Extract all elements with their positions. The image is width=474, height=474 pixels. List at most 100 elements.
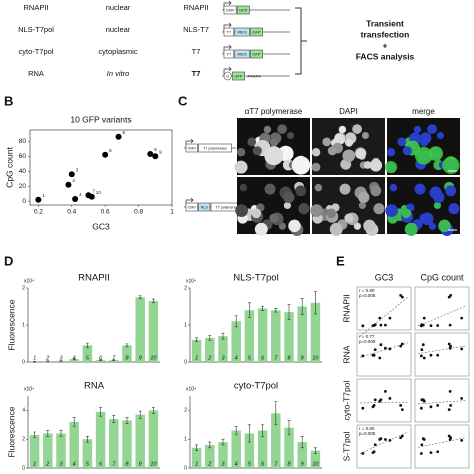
chart-title: RNA [84, 381, 105, 392]
point [448, 323, 452, 327]
construct-part [198, 143, 232, 153]
bar [310, 302, 321, 362]
point [460, 316, 464, 320]
error-bar [274, 401, 278, 426]
table-cell: T7 [192, 47, 201, 56]
x-tick-label: 0.4 [67, 209, 76, 216]
x-tick-label: 7 [112, 355, 116, 361]
point [361, 354, 365, 358]
cell [247, 137, 257, 147]
point [379, 398, 383, 402]
bar [231, 321, 241, 362]
point [373, 323, 377, 326]
error-bar [85, 436, 89, 443]
cell [344, 213, 354, 223]
cell [419, 138, 429, 147]
column-header: merge [412, 107, 435, 116]
cell-signal [384, 161, 398, 174]
cell [291, 156, 311, 175]
error-bar [234, 425, 238, 436]
axis-multiplier: x10⁴ [186, 386, 196, 392]
cell [353, 222, 361, 230]
error-bar [151, 298, 155, 304]
construct-part [223, 5, 237, 15]
point-label: 8 [123, 130, 126, 135]
bar [218, 442, 228, 468]
construct-part [236, 5, 250, 15]
x-tick-label: 7 [274, 355, 278, 361]
column-header: CpG count [420, 272, 464, 282]
table-cell: RNA [28, 69, 44, 78]
cell [252, 146, 262, 156]
x-tick-label: 4 [73, 461, 76, 467]
cell [363, 161, 372, 169]
column-header: αT7 polymerase [245, 107, 303, 116]
error-bar [33, 360, 37, 363]
x-tick-label: 1 [170, 209, 174, 216]
cell [414, 183, 426, 195]
error-bar [59, 430, 63, 437]
fit-line [417, 437, 467, 448]
bar [231, 430, 241, 468]
x-tick-label: 9 [139, 461, 142, 467]
cell [283, 191, 295, 204]
stat-annotation: p=0.009 [359, 339, 376, 344]
stat-annotation: r = 0.80 [359, 426, 375, 431]
cell [322, 137, 332, 147]
workflow-text: FACS analysis [356, 51, 415, 61]
cell [361, 131, 370, 140]
cell [419, 213, 429, 223]
x-tick-label: 5 [248, 461, 252, 467]
point [102, 151, 109, 158]
x-tick-label: 3 [59, 461, 63, 467]
y-tick-label: 2 [184, 285, 187, 291]
construct-label: G [226, 74, 229, 79]
cell [311, 162, 321, 172]
point [429, 451, 433, 455]
cell [369, 159, 383, 172]
panel-letter: B [4, 93, 13, 108]
subplot-frame [356, 332, 412, 377]
construct-part [223, 71, 232, 81]
x-tick-label: 9 [301, 355, 304, 361]
cell [358, 201, 367, 210]
x-tick-label: 8 [287, 461, 291, 467]
error-bar [195, 444, 199, 452]
point [447, 434, 451, 438]
bar [310, 450, 321, 468]
point [72, 196, 79, 202]
cell [363, 219, 376, 233]
cell [342, 149, 356, 163]
error-bar [208, 441, 212, 449]
x-tick-label: 9 [139, 355, 142, 361]
x-tick-label: 10 [150, 461, 157, 467]
construct-label: IRES [237, 52, 247, 57]
x-tick-label: 5 [86, 355, 90, 361]
construct-label: NLS [201, 205, 209, 209]
table-cell: In vitro [107, 69, 130, 78]
point [421, 398, 425, 402]
error-bar [99, 359, 103, 361]
bar [69, 421, 79, 468]
x-tick-label: 6 [261, 355, 265, 361]
x-tick-label: 6 [99, 461, 103, 467]
point [447, 295, 451, 299]
cell [314, 183, 323, 192]
table-cell: RNAPII [23, 3, 48, 12]
construct-label: T7 polymerase [216, 205, 240, 209]
cell [433, 191, 445, 204]
fit-line [417, 400, 467, 405]
subplot-frame [414, 378, 470, 423]
column-header: GC3 [375, 272, 394, 282]
point [420, 443, 424, 447]
point [400, 342, 404, 346]
bar [297, 306, 307, 362]
cell [386, 148, 396, 157]
bar [205, 337, 215, 362]
point [372, 404, 376, 407]
cell-signal [414, 146, 433, 165]
bar [284, 312, 294, 362]
x-tick-label: 1 [195, 461, 198, 467]
x-tick-label: 8 [125, 461, 129, 467]
x-tick-label: 5 [86, 461, 90, 467]
